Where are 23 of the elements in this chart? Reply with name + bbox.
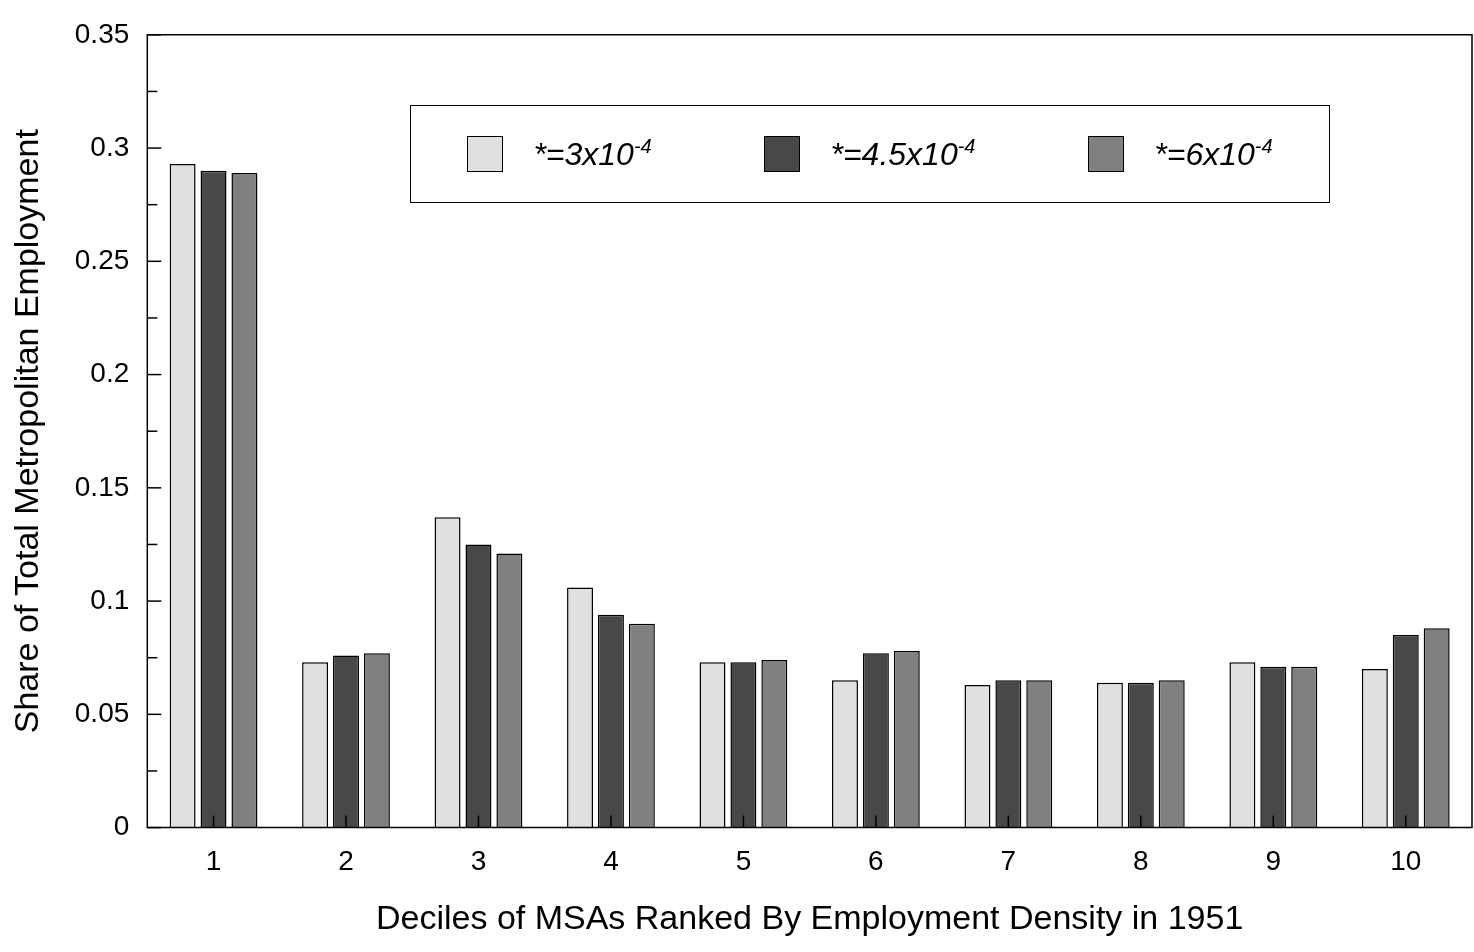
y-tick-label: 0.25 (74, 244, 130, 276)
x-tick-label: 5 (735, 845, 752, 877)
x-tick-label: 9 (1265, 845, 1282, 877)
y-tick-label: 0.1 (90, 583, 130, 615)
y-tick-label: 0.15 (74, 470, 130, 502)
y-tick-label: 0.3 (90, 130, 130, 162)
legend-label: *=6x10$^{-4}$ (1154, 135, 1273, 173)
y-axis-title: Share of Total Metropolitan Employment (6, 128, 45, 734)
x-tick-label: 3 (470, 845, 487, 877)
x-tick-label: 4 (603, 845, 619, 877)
y-tick-label: 0 (113, 810, 130, 842)
x-tick-label: 10 (1390, 845, 1422, 877)
y-tick-label: 0.35 (74, 17, 130, 49)
y-tick-label: 0.2 (90, 357, 130, 389)
legend-label: *=4.5x10$^{-4}$ (830, 135, 976, 173)
x-tick-label: 6 (868, 845, 884, 877)
x-tick-label: 7 (1000, 845, 1017, 877)
x-tick-label: 2 (338, 845, 354, 877)
x-axis-title: Deciles of MSAs Ranked By Employment Density in 1951 (375, 897, 1244, 936)
x-tick-label: 8 (1133, 845, 1149, 877)
legend-label: *=3x10$^{-4}$ (533, 135, 652, 173)
y-tick-label: 0.05 (74, 697, 130, 729)
x-tick-label: 1 (205, 845, 222, 877)
